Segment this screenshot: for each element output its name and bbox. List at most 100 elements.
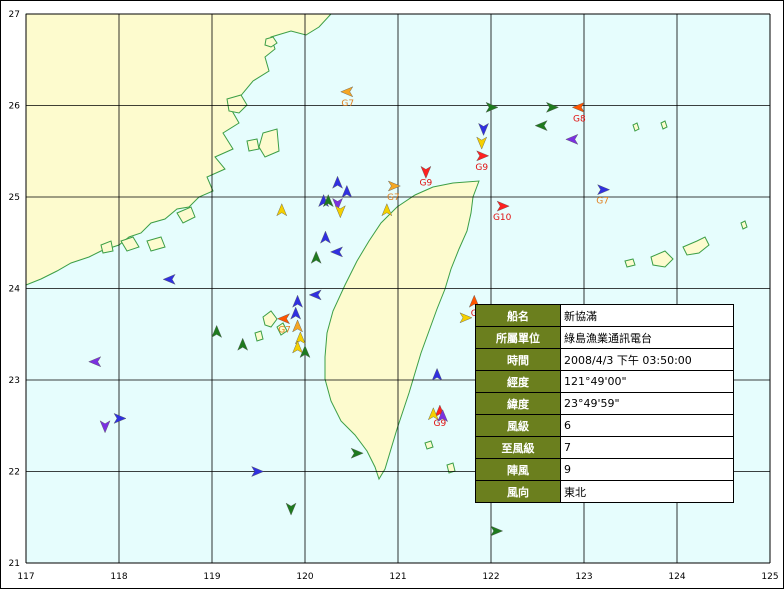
vessel-marker[interactable] xyxy=(459,312,473,324)
vessel-arrow-icon[interactable] xyxy=(478,122,489,136)
vessel-arrow-icon[interactable] xyxy=(476,136,488,150)
vessel-marker[interactable] xyxy=(237,337,249,351)
vessel-arrow-icon[interactable] xyxy=(292,340,303,354)
island-pingtan xyxy=(226,94,248,114)
vessel-marker[interactable] xyxy=(431,367,443,381)
vessel-marker[interactable] xyxy=(88,356,102,368)
vessel-arrow-icon[interactable] xyxy=(332,197,343,211)
vessel-marker[interactable]: G7 xyxy=(340,86,354,109)
vessel-arrow-icon[interactable] xyxy=(431,367,443,381)
vessel-marker[interactable] xyxy=(211,324,223,338)
island-coast-c xyxy=(176,206,196,224)
vessel-arrow-icon[interactable] xyxy=(476,150,490,162)
vessel-marker[interactable] xyxy=(310,250,322,264)
vessel-arrow-icon[interactable] xyxy=(330,246,344,258)
vessel-arrow-icon[interactable] xyxy=(534,120,548,132)
vessel-arrow-icon[interactable] xyxy=(308,289,322,301)
vessel-marker[interactable] xyxy=(162,273,176,285)
vessel-arrow-icon[interactable] xyxy=(332,175,343,189)
vessel-marker[interactable] xyxy=(437,409,449,423)
vessel-arrow-icon[interactable] xyxy=(88,356,102,368)
vessel-arrow-icon[interactable] xyxy=(99,420,111,434)
vessel-arrow-icon[interactable] xyxy=(292,319,303,333)
vessel-marker[interactable]: G7 xyxy=(596,184,611,207)
vessel-arrow-icon[interactable] xyxy=(340,86,354,98)
vessel-arrow-icon[interactable] xyxy=(420,165,432,179)
vessel-arrow-icon[interactable] xyxy=(292,294,303,308)
vessel-marker[interactable] xyxy=(478,122,489,136)
vessel-marker[interactable] xyxy=(292,340,303,354)
vessel-markers[interactable]: G7 G8 G9 G9 G7 G10 G7 G7 G G9 xyxy=(88,86,611,537)
vessel-marker[interactable] xyxy=(276,203,288,217)
vessel-arrow-icon[interactable] xyxy=(350,447,364,459)
vessel-arrow-icon[interactable] xyxy=(334,205,346,219)
vessel-arrow-icon[interactable] xyxy=(485,101,499,113)
vessel-marker[interactable] xyxy=(545,101,559,113)
vessel-marker[interactable]: G8 xyxy=(571,101,586,124)
vessel-arrow-icon[interactable] xyxy=(341,184,353,198)
vessel-marker[interactable] xyxy=(299,345,311,359)
vessel-arrow-icon[interactable] xyxy=(211,324,223,338)
vessel-arrow-icon[interactable] xyxy=(320,230,331,244)
vessel-arrow-icon[interactable] xyxy=(237,337,249,351)
vessel-marker[interactable] xyxy=(320,230,331,244)
vessel-marker[interactable] xyxy=(334,205,346,219)
vessel-arrow-icon[interactable] xyxy=(276,203,288,217)
vessel-marker[interactable] xyxy=(381,203,393,217)
vessel-marker[interactable] xyxy=(476,136,488,150)
vessel-arrow-icon[interactable] xyxy=(251,466,265,477)
vessel-arrow-icon[interactable] xyxy=(294,331,306,345)
vessel-arrow-icon[interactable] xyxy=(459,312,473,324)
vessel-marker[interactable]: G9 xyxy=(475,150,490,173)
vessel-marker[interactable] xyxy=(565,133,579,145)
vessel-arrow-icon[interactable] xyxy=(299,345,311,359)
vessel-arrow-icon[interactable] xyxy=(277,313,291,325)
vessel-marker[interactable]: G10 xyxy=(493,200,512,223)
vessel-arrow-icon[interactable] xyxy=(597,184,611,196)
vessel-marker[interactable]: G7 xyxy=(387,180,401,203)
vessel-marker[interactable] xyxy=(292,294,303,308)
vessel-arrow-icon[interactable] xyxy=(113,413,127,424)
vessel-arrow-icon[interactable] xyxy=(571,101,585,113)
vessel-marker[interactable] xyxy=(322,194,334,208)
small-islet-a xyxy=(740,220,748,230)
vessel-arrow-icon[interactable] xyxy=(427,407,439,421)
vessel-arrow-icon[interactable] xyxy=(490,525,504,537)
vessel-arrow-icon[interactable] xyxy=(437,409,449,423)
vessel-marker[interactable] xyxy=(534,120,548,132)
penghu-islands-b xyxy=(276,322,288,336)
y-tick-label: 24 xyxy=(9,285,21,295)
vessel-marker[interactable] xyxy=(332,197,343,211)
vessel-arrow-icon[interactable] xyxy=(285,502,297,516)
vessel-marker[interactable]: G7 xyxy=(277,313,291,336)
vessel-marker[interactable] xyxy=(113,413,127,424)
vessel-arrow-icon[interactable] xyxy=(565,133,579,145)
vessel-marker[interactable] xyxy=(251,466,265,477)
vessel-marker[interactable] xyxy=(350,447,364,459)
vessel-arrow-icon[interactable] xyxy=(322,194,334,208)
vessel-marker[interactable] xyxy=(427,407,439,421)
vessel-marker[interactable] xyxy=(485,101,499,113)
info-row: 至風級 7 xyxy=(475,436,734,459)
vessel-wind-label: G7 xyxy=(596,197,609,207)
vessel-marker[interactable] xyxy=(330,246,344,258)
vessel-marker[interactable] xyxy=(332,175,343,189)
vessel-arrow-icon[interactable] xyxy=(496,200,510,212)
vessel-arrow-icon[interactable] xyxy=(310,250,322,264)
vessel-marker[interactable] xyxy=(99,420,111,434)
vessel-marker[interactable] xyxy=(292,319,303,333)
vessel-arrow-icon[interactable] xyxy=(290,306,302,320)
vessel-marker[interactable]: G9 xyxy=(420,165,433,188)
vessel-arrow-icon[interactable] xyxy=(381,203,393,217)
vessel-arrow-icon[interactable] xyxy=(387,180,401,192)
vessel-marker[interactable] xyxy=(290,306,302,320)
vessel-marker[interactable] xyxy=(285,502,297,516)
vessel-marker[interactable] xyxy=(294,331,306,345)
vessel-arrow-icon[interactable] xyxy=(545,101,559,113)
vessel-marker[interactable] xyxy=(341,184,353,198)
vessel-wind-label: G7 xyxy=(387,193,400,203)
vessel-arrow-icon[interactable] xyxy=(162,273,176,285)
vessel-marker[interactable] xyxy=(308,289,322,301)
vessel-marker[interactable] xyxy=(490,525,504,537)
